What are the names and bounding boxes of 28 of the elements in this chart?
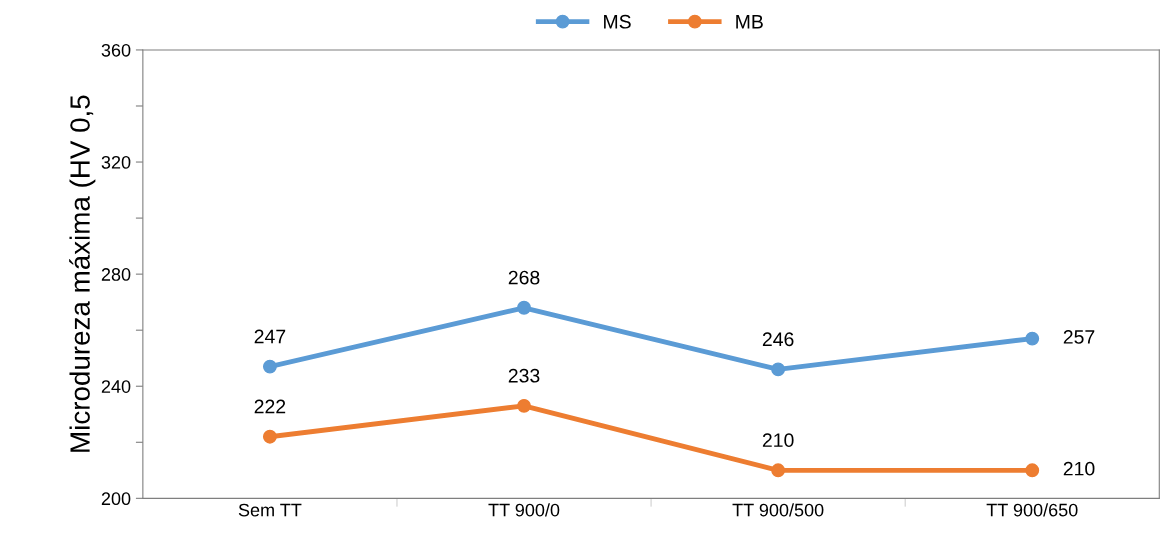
data-label: 247 — [254, 329, 286, 344]
data-label: 246 — [762, 332, 794, 347]
y-tick-label: 320 — [101, 155, 131, 169]
x-tick-label: TT 900/500 — [732, 503, 824, 517]
x-tick-label: TT 900/650 — [986, 503, 1078, 517]
y-tick-label: 200 — [101, 492, 131, 506]
data-label: 257 — [1063, 330, 1095, 344]
point — [1025, 463, 1040, 478]
y-axis-title: Microdureza máxima (HV 0,5 — [69, 95, 96, 452]
point — [1025, 331, 1040, 346]
y-tick-label: 360 — [101, 43, 131, 57]
y-tick-label: 240 — [101, 380, 131, 393]
point — [771, 362, 786, 377]
data-label: 268 — [508, 270, 540, 285]
data-label: 233 — [508, 368, 540, 383]
point — [262, 429, 277, 444]
x-tick-label: Sem TT — [238, 503, 302, 517]
legend-label: MB — [736, 15, 763, 29]
point — [517, 398, 531, 413]
point — [517, 300, 531, 315]
point — [771, 463, 786, 478]
data-label: 210 — [1063, 461, 1095, 476]
legend-label: MS — [604, 14, 631, 29]
data-label: 222 — [254, 399, 286, 414]
x-tick-label: TT 900/0 — [488, 503, 560, 517]
y-tick-label: 280 — [101, 268, 131, 281]
point — [262, 359, 277, 374]
data-label: 210 — [762, 433, 794, 448]
